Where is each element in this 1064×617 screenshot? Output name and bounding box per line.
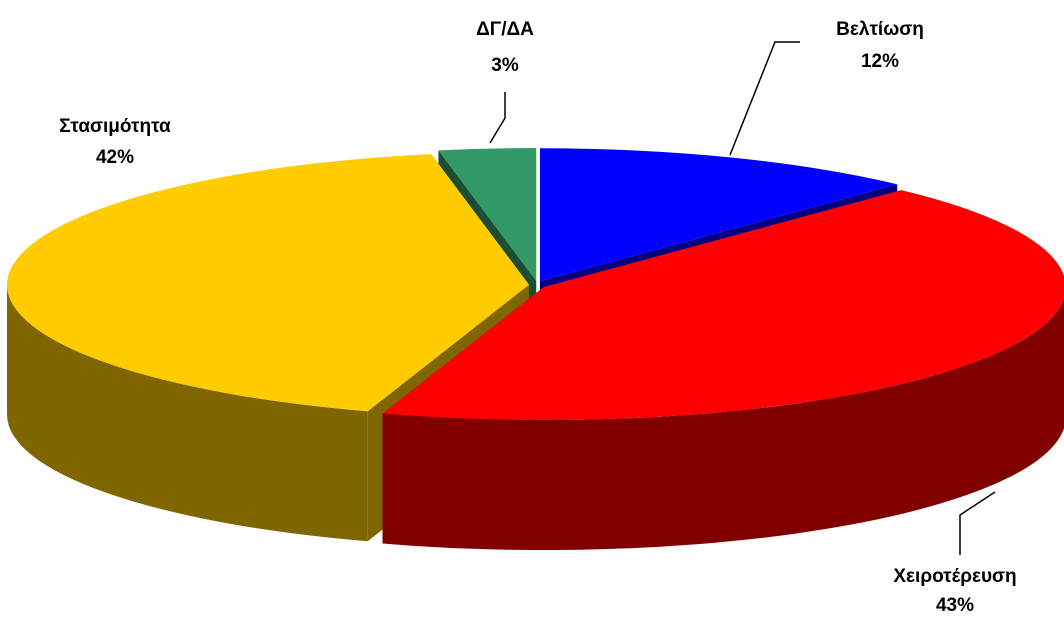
labels: Βελτίωση 12% Χειροτέρευση 43% Στασιμότητα 42%… bbox=[59, 19, 1016, 616]
value-label: 12% bbox=[861, 51, 899, 72]
slice bbox=[539, 148, 898, 282]
slice-side bbox=[7, 284, 368, 542]
value-label: 43% bbox=[936, 595, 974, 616]
leader-line bbox=[729, 41, 800, 156]
value-label: 3% bbox=[491, 55, 519, 76]
category-label: Χειροτέρευση bbox=[893, 566, 1016, 587]
category-label: Βελτίωση bbox=[836, 19, 924, 40]
slice bbox=[438, 148, 537, 282]
leader-line bbox=[489, 92, 506, 144]
slice bbox=[382, 190, 1064, 421]
category-label: ΔΓ/ΔΑ bbox=[476, 19, 534, 40]
slice bbox=[7, 154, 530, 412]
slice-side bbox=[382, 298, 1064, 551]
value-label: 42% bbox=[96, 147, 134, 168]
leader-line bbox=[959, 491, 996, 555]
category-label: Στασιμότητα bbox=[59, 116, 171, 137]
pie-tops bbox=[7, 148, 1064, 421]
